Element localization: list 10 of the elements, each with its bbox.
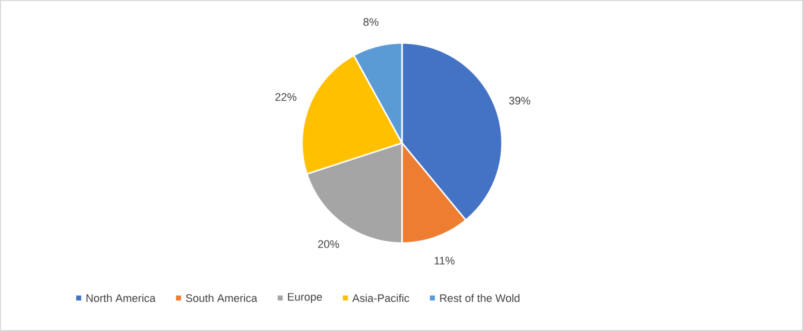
legend-label: Asia-Pacific xyxy=(352,294,410,302)
data-label: 11% xyxy=(434,256,455,264)
data-label: 20% xyxy=(318,240,340,248)
data-label: 39% xyxy=(509,96,530,105)
legend-label: North America xyxy=(86,294,156,302)
legend-label: Europe xyxy=(288,293,322,303)
legend-label: South America xyxy=(186,294,258,302)
legend-label: Rest of the Wold xyxy=(440,294,520,302)
data-label: 22% xyxy=(275,93,296,101)
data-label: 8% xyxy=(363,18,378,26)
